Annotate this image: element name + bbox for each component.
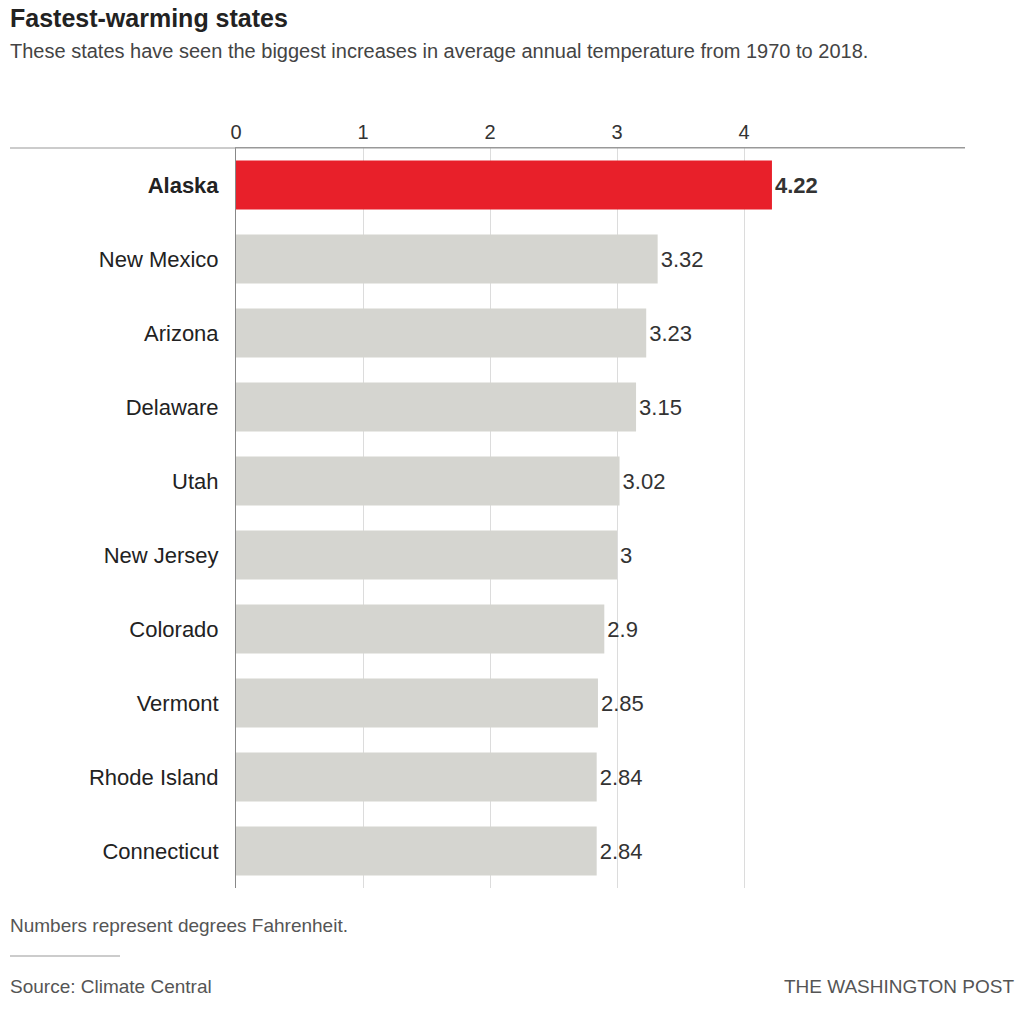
- svg-text:4: 4: [738, 121, 749, 143]
- html-text:Fastest-warming states: Fastest-warming states: [10, 4, 288, 32]
- svg-text:3.02: 3.02: [623, 469, 666, 494]
- svg-text:3: 3: [611, 121, 622, 143]
- svg-text:Vermont: Vermont: [137, 691, 219, 716]
- svg-text:1: 1: [357, 121, 368, 143]
- svg-text:3.15: 3.15: [639, 395, 682, 420]
- svg-text:0: 0: [230, 121, 241, 143]
- svg-text:3.32: 3.32: [661, 247, 704, 272]
- svg-text:Delaware: Delaware: [126, 395, 219, 420]
- svg-text:Arizona: Arizona: [144, 321, 219, 346]
- svg-text:3.23: 3.23: [649, 321, 692, 346]
- html-text:These states have seen the big: These states have seen the biggest incre…: [10, 40, 869, 62]
- svg-text:New Mexico: New Mexico: [99, 247, 219, 272]
- svg-text:Rhode Island: Rhode Island: [89, 765, 219, 790]
- svg-text:4.22: 4.22: [775, 173, 818, 198]
- svg-text:New Jersey: New Jersey: [104, 543, 219, 568]
- svg-text:Colorado: Colorado: [129, 617, 218, 642]
- svg-text:2: 2: [484, 121, 495, 143]
- svg-text:2.84: 2.84: [600, 765, 643, 790]
- html-text:THE WASHINGTON POST: THE WASHINGTON POST: [783, 976, 1014, 997]
- html-text:Source: Climate Central: Source: Climate Central: [10, 976, 212, 997]
- svg-text:2.85: 2.85: [601, 691, 644, 716]
- svg-text:2.84: 2.84: [600, 839, 643, 864]
- svg-text:Alaska: Alaska: [148, 173, 220, 198]
- svg-text:Utah: Utah: [172, 469, 218, 494]
- html-text:Numbers represent degrees Fahr: Numbers represent degrees Fahrenheit.: [10, 915, 348, 936]
- svg-text:2.9: 2.9: [607, 617, 638, 642]
- svg-text:3: 3: [620, 543, 632, 568]
- svg-text:Connecticut: Connecticut: [102, 839, 218, 864]
